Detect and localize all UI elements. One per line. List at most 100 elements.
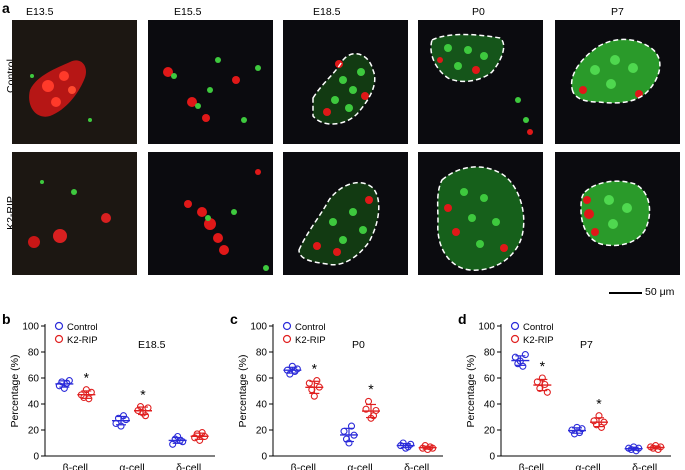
panel-d-data-point-k2rip — [538, 374, 546, 382]
panel-d-category-label: δ-cell — [632, 462, 657, 470]
micrograph-control-p0 — [418, 20, 543, 144]
panel-c-data-point-k2rip — [310, 392, 318, 400]
panel-b-y-tick-label: 20 — [28, 426, 40, 437]
panel-c-legend-marker-k2rip — [282, 334, 292, 344]
micrograph-control-e13-5 — [12, 20, 137, 144]
panel-b-legend-marker-k2rip — [54, 334, 64, 344]
panel-b-y-tick-label: 60 — [28, 374, 40, 385]
panel-c-data-point-k2rip — [362, 405, 370, 413]
column-label-p7: P7 — [611, 6, 624, 18]
panel-b-category-label: β-cell — [63, 462, 88, 470]
panel-d-letter: d — [458, 311, 467, 327]
column-label-e15-5: E15.5 — [174, 6, 202, 18]
panel-c-data-point-k2rip — [372, 406, 380, 415]
panel-c-data-point-control — [347, 422, 356, 430]
panel-b-data-point-k2rip — [80, 393, 88, 402]
panel-d-data-point-control — [511, 353, 519, 361]
panel-c-legend-label: Control — [295, 322, 326, 333]
panel-d-legend-marker-control — [510, 321, 520, 331]
panel-d-data-point-control — [570, 430, 579, 438]
panel-d-data-point-k2rip — [541, 380, 549, 389]
panel-c-category-label: α-cell — [347, 462, 372, 470]
panel-b-data-point-k2rip — [196, 436, 204, 444]
panel-d-data-point-k2rip — [657, 443, 665, 451]
micrograph-k2rip-e18-5 — [283, 152, 408, 275]
micrograph-control-p7 — [555, 20, 680, 144]
panel-b-data-point-k2rip — [144, 404, 152, 412]
panel-b-category-label: α-cell — [119, 462, 144, 470]
panel-b-significance-marker: * — [84, 370, 90, 386]
micrograph-k2rip-e15-5 — [148, 152, 273, 275]
panel-d-y-tick-label: 40 — [484, 400, 496, 411]
panel-c-category-label: δ-cell — [404, 462, 429, 470]
panel-c-data-point-control — [340, 427, 348, 435]
panel-b-letter: b — [2, 311, 11, 327]
panel-b-data-point-control — [179, 438, 187, 446]
panel-c-data-point-k2rip — [313, 377, 321, 385]
panel-c-data-point-control — [345, 439, 353, 447]
panel-d-y-tick-label: 60 — [484, 374, 496, 385]
panel-b-y-axis-label: Percentage (%) — [9, 355, 21, 428]
scale-bar — [609, 292, 642, 294]
panel-d-legend-marker-k2rip — [510, 334, 520, 344]
panel-b-data-point-k2rip — [201, 432, 209, 441]
panel-d-y-tick-label: 20 — [484, 426, 496, 437]
panel-d-data-point-k2rip — [595, 412, 603, 420]
panel-b-y-tick-label: 0 — [33, 452, 39, 463]
scale-bar-label: 50 μm — [645, 286, 675, 298]
panel-d-category-label: α-cell — [575, 462, 600, 470]
panel-b-y-tick-label: 100 — [22, 322, 39, 333]
dot-plot-panels: b 0 20 40 60 80 100 Percentage (%) β-cell α-cell δ… — [2, 311, 671, 470]
panel-b-title: E18.5 — [138, 339, 166, 351]
panel-c-letter: c — [230, 311, 238, 327]
panel-b-significance-marker: * — [140, 386, 146, 402]
panel-d-y-tick-label: 80 — [484, 348, 496, 359]
panel-c-y-tick-label: 80 — [256, 348, 268, 359]
panel-d-data-point-control — [635, 444, 643, 452]
panel-b-data-point-k2rip — [136, 403, 145, 411]
panel-c-y-axis-label: Percentage (%) — [237, 355, 249, 428]
micrograph-control-e18-5 — [283, 20, 408, 144]
panel-c-category-label: β-cell — [291, 462, 316, 470]
micrograph-k2rip-p7 — [555, 152, 680, 275]
panel-b-legend-marker-control — [54, 321, 64, 331]
micrograph-k2rip-p0 — [418, 152, 543, 275]
panel-d-data-point-k2rip — [543, 388, 551, 396]
panel-d-significance-marker: * — [596, 396, 602, 412]
panel-b-data-point-control — [65, 377, 73, 385]
column-label-e18-5: E18.5 — [313, 6, 341, 18]
panel-d-data-point-k2rip — [536, 384, 544, 392]
panel-d-title: P7 — [580, 339, 593, 351]
panel-c-data-point-k2rip — [308, 386, 316, 394]
panel-d-data-point-k2rip — [600, 418, 608, 426]
panel-c-legend-label: K2-RIP — [295, 335, 326, 346]
panel-b-data-point-control — [58, 378, 66, 386]
panel-d-data-point-control — [578, 425, 586, 433]
panel-d-legend-label: K2-RIP — [523, 335, 554, 346]
panel-b-legend-label: K2-RIP — [67, 335, 98, 346]
panel-c-title: P0 — [352, 339, 365, 351]
panel-c-y-tick-label: 100 — [250, 322, 267, 333]
panel-d-legend-label: Control — [523, 322, 554, 333]
panel-c-data-point-k2rip — [429, 444, 437, 452]
panel-c-data-point-control — [350, 431, 358, 439]
micrograph-k2rip-e13-5 — [12, 152, 137, 275]
panel-a-letter: a — [2, 0, 10, 16]
panel-c-data-point-k2rip — [364, 397, 373, 405]
panel-c-y-tick-label: 0 — [261, 452, 267, 463]
panel-c-y-tick-label: 40 — [256, 400, 268, 411]
panel-d-data-point-control — [521, 351, 529, 359]
panel-c-y-tick-label: 20 — [256, 426, 268, 437]
panel-b-y-tick-label: 40 — [28, 400, 40, 411]
panel-b-data-point-k2rip — [87, 388, 95, 396]
panel-d-y-axis-label: Percentage (%) — [465, 355, 477, 428]
column-label-e13-5: E13.5 — [26, 6, 54, 18]
panel-b-data-point-control — [122, 416, 130, 424]
panel-b-data-point-k2rip — [193, 430, 201, 438]
panel-b-data-point-k2rip — [85, 395, 93, 403]
panel-d-data-point-control — [519, 362, 527, 370]
panel-d-y-tick-label: 100 — [478, 322, 495, 333]
panel-c-legend-marker-control — [282, 321, 292, 331]
panel-c-data-point-k2rip — [315, 383, 323, 391]
column-label-p0: P0 — [472, 6, 485, 18]
